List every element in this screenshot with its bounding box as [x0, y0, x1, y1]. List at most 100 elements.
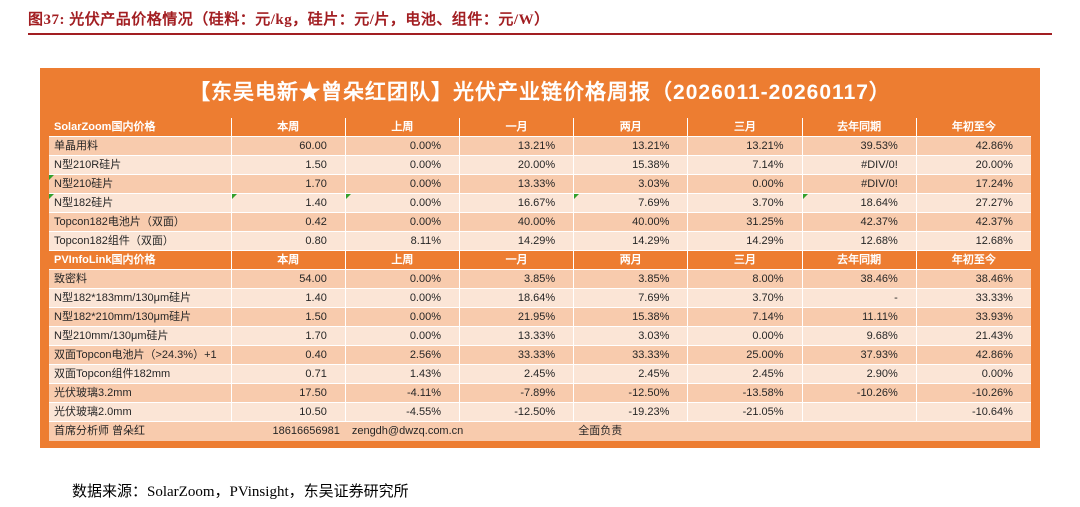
product-name-cell: 单晶用料 [49, 137, 232, 156]
value-cell: -12.50% [574, 384, 689, 403]
table-row: Topcon182组件（双面） 0.80 8.11% 14.29% 14.29% 14.2… [49, 232, 1031, 251]
value-cell: 0.00% [345, 327, 461, 346]
column-header: 三月 [688, 118, 803, 137]
value-cell: -19.23% [574, 403, 689, 422]
table-row: Topcon182电池片（双面） 0.42 0.00% 40.00% 40.00% 31.… [49, 213, 1031, 232]
value-cell: 10.50 [231, 403, 346, 422]
value-cell: 15.38% [574, 156, 689, 175]
section-title: PVInfoLink国内价格 [49, 251, 232, 270]
value-cell: 39.53% [802, 137, 917, 156]
product-name-cell: 光伏玻璃3.2mm [49, 384, 232, 403]
value-cell: 3.03% [574, 327, 689, 346]
analyst-role: 全面负责 [578, 425, 623, 437]
value-cell: 38.46% [916, 270, 1031, 289]
value-cell: 42.37% [916, 213, 1031, 232]
product-name-cell: N型182*210mm/130μm硅片 [49, 308, 232, 327]
product-name-cell: N型210R硅片 [49, 156, 232, 175]
section-header-row: SolarZoom国内价格 本周 上周 一月 两月 三月 去年同期 年初至今 [49, 118, 1031, 137]
value-cell: 0.42 [231, 213, 346, 232]
value-cell: -7.89% [460, 384, 575, 403]
green-corner-flag-icon [802, 194, 808, 199]
value-cell: -10.64% [916, 403, 1031, 422]
value-cell: 42.86% [916, 137, 1031, 156]
value-cell: -10.26% [916, 384, 1031, 403]
value-cell: 40.00% [574, 213, 689, 232]
analyst-label: 首席分析师 曾朵红 [54, 425, 146, 437]
green-corner-flag-icon [49, 194, 54, 199]
green-corner-flag-icon [345, 194, 351, 199]
value-cell: 25.00% [688, 346, 803, 365]
analyst-email: zengdh@dwzq.com.cn [351, 425, 464, 437]
value-cell: 1.50 [231, 156, 346, 175]
green-corner-flag-icon [49, 175, 54, 180]
product-name-cell: N型210mm/130μm硅片 [49, 327, 232, 346]
value-cell: 7.14% [688, 156, 803, 175]
value-cell: 0.00% [688, 175, 803, 194]
value-cell: 42.37% [802, 213, 917, 232]
value-cell: -21.05% [688, 403, 803, 422]
value-cell: 8.00% [688, 270, 803, 289]
value-cell: 11.11% [802, 308, 917, 327]
value-cell: 13.33% [460, 175, 575, 194]
green-corner-flag-icon [574, 194, 580, 199]
table-title: 【东吴电新★曾朵红团队】光伏产业链价格周报（2026011-20260117） [189, 81, 891, 104]
value-cell: 0.00% [345, 194, 461, 213]
column-header: 三月 [688, 251, 803, 270]
table-footer-row: 首席分析师 曾朵红 18616656981 zengdh@dwzq.com.cn… [49, 422, 1031, 441]
value-cell: 3.85% [460, 270, 575, 289]
value-cell: 0.00% [345, 213, 461, 232]
title-divider [28, 33, 1052, 35]
value-cell: 0.00% [688, 327, 803, 346]
table-row: N型210mm/130μm硅片 1.70 0.00% 13.33% 3.03% 0.00%… [49, 327, 1031, 346]
value-cell: 0.00% [345, 289, 461, 308]
analyst-phone: 18616656981 [272, 425, 340, 437]
table-row: N型210硅片 1.70 0.00% 13.33% 3.03% 0.00% #DIV/0! 1… [49, 175, 1031, 194]
value-cell: 33.93% [916, 308, 1031, 327]
value-cell: 13.21% [574, 137, 689, 156]
value-cell: 2.56% [345, 346, 461, 365]
value-cell: 9.68% [802, 327, 917, 346]
product-name-cell: N型182硅片 [49, 194, 232, 213]
product-name-cell: 双面Topcon电池片（>24.3%）+1 [49, 346, 232, 365]
value-cell: 0.40 [231, 346, 346, 365]
value-cell: 31.25% [688, 213, 803, 232]
table-row: N型182*183mm/130μm硅片 1.40 0.00% 18.64% 7.69% 3… [49, 289, 1031, 308]
value-cell: 13.21% [688, 137, 803, 156]
value-cell: -12.50% [460, 403, 575, 422]
table-row: 光伏玻璃2.0mm 10.50 -4.55% -12.50% -19.23% -21.05… [49, 403, 1031, 422]
product-name-cell: N型182*183mm/130μm硅片 [49, 289, 232, 308]
price-table-frame: 【东吴电新★曾朵红团队】光伏产业链价格周报（2026011-20260117） … [40, 68, 1040, 448]
value-cell: -4.55% [345, 403, 461, 422]
value-cell: 54.00 [231, 270, 346, 289]
value-cell: 0.00% [345, 175, 461, 194]
value-cell: 21.43% [916, 327, 1031, 346]
value-cell: 1.40 [231, 194, 346, 213]
value-cell: 0.00% [345, 308, 461, 327]
value-cell: -13.58% [688, 384, 803, 403]
value-cell: 0.00% [916, 365, 1031, 384]
value-cell: 14.29% [688, 232, 803, 251]
value-cell: 14.29% [460, 232, 575, 251]
value-cell: 2.45% [574, 365, 689, 384]
value-cell: 1.50 [231, 308, 346, 327]
value-cell: 40.00% [460, 213, 575, 232]
value-cell: 1.70 [231, 175, 346, 194]
value-cell: 21.95% [460, 308, 575, 327]
value-cell: 3.03% [574, 175, 689, 194]
section-title: SolarZoom国内价格 [49, 118, 232, 137]
value-cell: 2.90% [802, 365, 917, 384]
table-row: N型210R硅片 1.50 0.00% 20.00% 15.38% 7.14% #DIV/0… [49, 156, 1031, 175]
column-header: 去年同期 [802, 251, 917, 270]
column-header: 年初至今 [916, 251, 1031, 270]
footer-empty-cell [688, 422, 1031, 441]
value-cell: 42.86% [916, 346, 1031, 365]
value-cell: 7.69% [574, 289, 689, 308]
column-header: 两月 [574, 118, 689, 137]
table-row: 单晶用料 60.00 0.00% 13.21% 13.21% 13.21% 39.53% 42… [49, 137, 1031, 156]
value-cell: 14.29% [574, 232, 689, 251]
value-cell: 1.70 [231, 327, 346, 346]
value-cell: 0.00% [345, 270, 461, 289]
table-row: 光伏玻璃3.2mm 17.50 -4.11% -7.89% -12.50% -13.58%… [49, 384, 1031, 403]
value-cell: 17.24% [916, 175, 1031, 194]
value-cell: #DIV/0! [802, 156, 917, 175]
